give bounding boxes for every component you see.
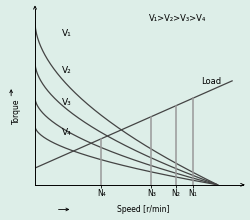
- Text: V₂: V₂: [62, 66, 72, 75]
- Text: V₁: V₁: [62, 29, 72, 38]
- Text: V₄: V₄: [62, 128, 72, 136]
- Text: Torque: Torque: [12, 98, 21, 124]
- Text: V₃: V₃: [62, 98, 72, 106]
- Text: V₁>V₂>V₃>V₄: V₁>V₂>V₃>V₄: [149, 14, 206, 23]
- Text: Load: Load: [201, 77, 221, 86]
- Text: Speed [r/min]: Speed [r/min]: [117, 205, 169, 214]
